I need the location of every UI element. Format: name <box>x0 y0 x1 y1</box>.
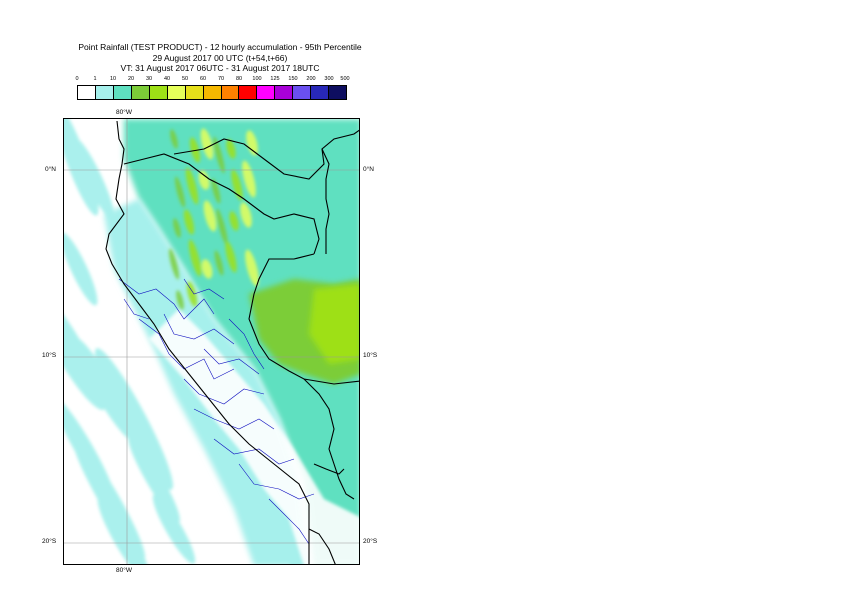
andes-rain-streak <box>173 218 181 238</box>
andes-rain-streak <box>188 239 202 277</box>
legend-tick: 70 <box>217 76 225 82</box>
legend-tick: 20 <box>127 76 135 82</box>
legend-color-box <box>311 86 330 99</box>
andes-rain-streak <box>203 200 217 232</box>
andes-rain-streak <box>183 209 195 235</box>
lon-label-bottom: 80°W <box>116 567 132 574</box>
andes-rain-streak <box>201 259 213 279</box>
lon-label-top: 80°W <box>116 109 132 116</box>
legend-color-box <box>329 86 347 99</box>
andes-rain-streak <box>170 129 178 149</box>
ocean-rain-streak <box>152 494 196 564</box>
lat-label-10-left: 10°S <box>42 352 57 359</box>
title-line-2: 29 August 2017 00 UTC (t+54,t+66) <box>152 52 288 63</box>
country-borders <box>105 120 359 564</box>
andes-rain-streak <box>229 211 239 231</box>
title-line-3: VT: 31 August 2017 06UTC - 31 August 201… <box>120 63 320 73</box>
legend-tick: 80 <box>235 76 243 82</box>
legend-color-box <box>293 86 312 99</box>
legend-tick: 10 <box>109 76 117 82</box>
legend-color-box <box>239 86 258 99</box>
andes-rain-streak <box>198 170 210 190</box>
lat-label-10-right: 10°S <box>363 352 378 359</box>
legend-tick: 0 <box>75 76 79 82</box>
andes-rain-streak <box>185 167 199 205</box>
legend-tick: 500 <box>340 76 350 82</box>
ocean-rain-streak <box>64 119 99 216</box>
title-line-1: Point Rainfall (TEST PRODUCT) - 12 hourl… <box>78 42 362 52</box>
ocean-rain-streak <box>97 495 151 564</box>
rainfall-map <box>63 118 360 565</box>
land-rain-area <box>124 119 359 564</box>
legend-color-box <box>78 86 96 99</box>
legend-color-box <box>167 86 186 99</box>
andes-rain-streak <box>246 130 258 156</box>
lat-label-0-right: 0°N <box>363 166 374 173</box>
regional-boundaries <box>118 278 315 545</box>
heavy-rain-core <box>309 284 359 364</box>
color-legend: 0 1 10 20 30 40 50 60 70 80 100 125 150 … <box>75 76 350 102</box>
andes-rain-streak <box>231 169 243 201</box>
legend-color-box <box>257 86 276 99</box>
andes-rain-streak <box>200 128 214 160</box>
legend-color-box <box>149 86 168 99</box>
andes-rain-streak <box>211 178 221 204</box>
andes-rain-streak <box>225 241 237 273</box>
legend-tick: 60 <box>199 76 207 82</box>
dry-coast-area <box>149 309 359 564</box>
legend-color-box <box>275 86 294 99</box>
legend-color-box <box>203 86 222 99</box>
andes-rain-streak <box>216 208 228 246</box>
legend-tick: 200 <box>306 76 316 82</box>
andes-rain-streak <box>174 176 186 208</box>
legend-tick: 40 <box>163 76 171 82</box>
lat-label-0-left: 0°N <box>45 166 56 173</box>
legend-color-box <box>95 86 114 99</box>
andes-rain-streak <box>245 249 259 287</box>
legend-tick: 100 <box>252 76 262 82</box>
gridlines <box>64 119 359 564</box>
legend-color-box <box>185 86 204 99</box>
andes-rain-streak <box>213 136 225 174</box>
legend-color-box <box>221 86 240 99</box>
legend-tick-labels: 0 1 10 20 30 40 50 60 70 80 100 125 150 … <box>75 76 350 84</box>
legend-color-bar <box>77 85 347 100</box>
ocean-rain-streak <box>73 138 115 220</box>
ocean-rain-streak <box>64 232 98 306</box>
ocean-rain-streak <box>94 348 174 490</box>
lat-label-20-left: 20°S <box>42 538 57 545</box>
map-canvas <box>64 119 359 564</box>
andes-rain-streak <box>186 281 198 307</box>
andes-rain-streaks <box>168 128 259 310</box>
legend-tick: 150 <box>288 76 298 82</box>
ocean-rain-streak <box>128 435 180 523</box>
map-title: Point Rainfall (TEST PRODUCT) - 12 hourl… <box>40 42 400 74</box>
andes-rain-streak <box>214 250 224 276</box>
andes-rain-streak <box>240 202 252 228</box>
legend-color-box <box>131 86 150 99</box>
andes-rain-streak <box>226 139 236 159</box>
andes-rain-streak <box>168 248 180 280</box>
legend-tick: 30 <box>145 76 153 82</box>
legend-tick: 1 <box>93 76 97 82</box>
legend-tick: 50 <box>181 76 189 82</box>
andes-rain-streak <box>176 290 184 310</box>
legend-color-box <box>113 86 132 99</box>
legend-tick: 125 <box>270 76 280 82</box>
legend-tick: 300 <box>324 76 334 82</box>
lat-label-20-right: 20°S <box>363 538 378 545</box>
